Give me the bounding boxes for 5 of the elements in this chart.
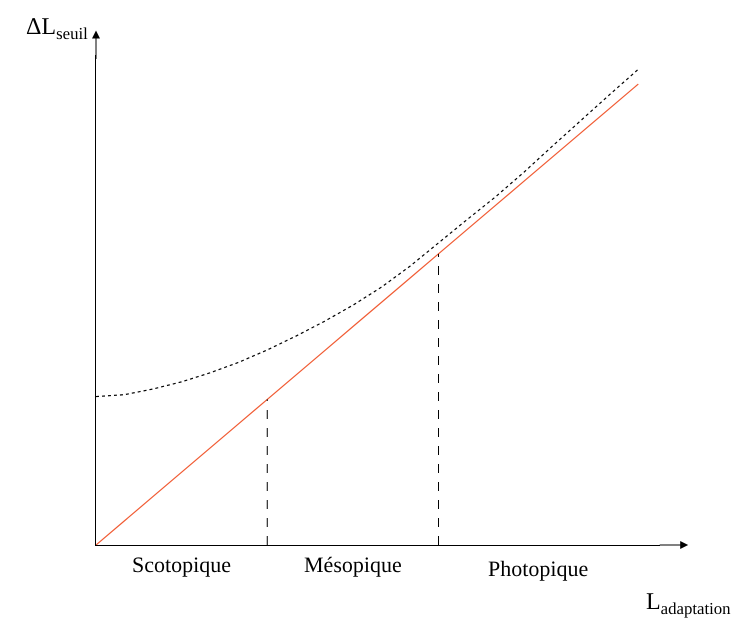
x-axis-title: L$_{adaptation}$ <box>646 589 732 618</box>
text: Mésopique <box>304 552 402 577</box>
y-axis-title: ΔL$_{seuil}$ <box>26 14 88 44</box>
text: Photopique <box>488 556 588 581</box>
text: Scotopique <box>132 552 231 577</box>
